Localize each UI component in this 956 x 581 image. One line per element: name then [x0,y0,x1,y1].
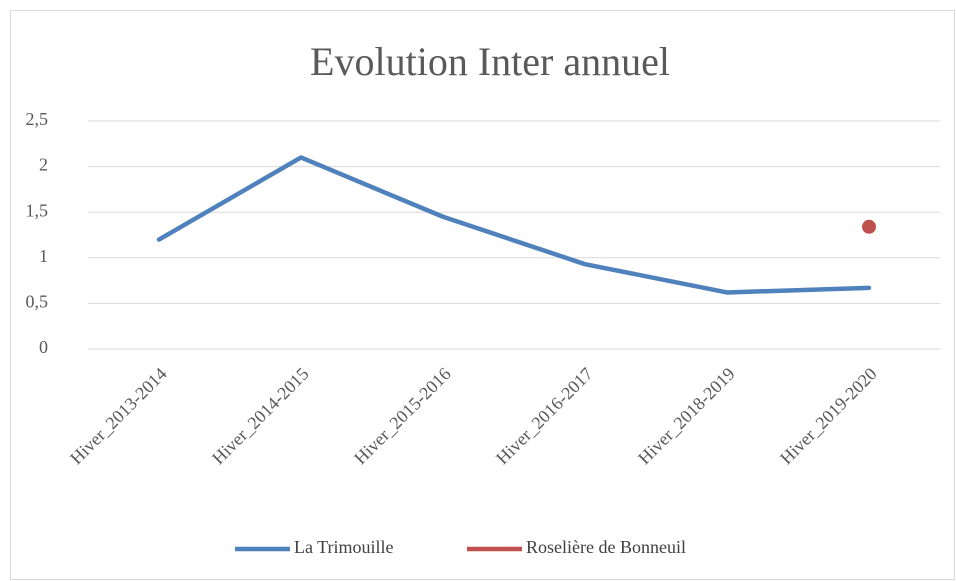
series-point [862,219,876,234]
legend-label: La Trimouille [294,537,394,557]
series-line [156,155,872,295]
chart-border [10,10,955,580]
y-tick-label: 0 [39,337,48,357]
y-tick-label: 1 [39,246,48,266]
y-tick-label: 2 [39,155,48,175]
y-tick-label: 0,5 [26,292,49,312]
legend-label: Roselière de Bonneuil [526,537,686,557]
y-tick-label: 1,5 [26,200,49,220]
chart-title: Evolution Inter annuel [310,39,670,84]
y-tick-label: 2,5 [26,109,49,129]
